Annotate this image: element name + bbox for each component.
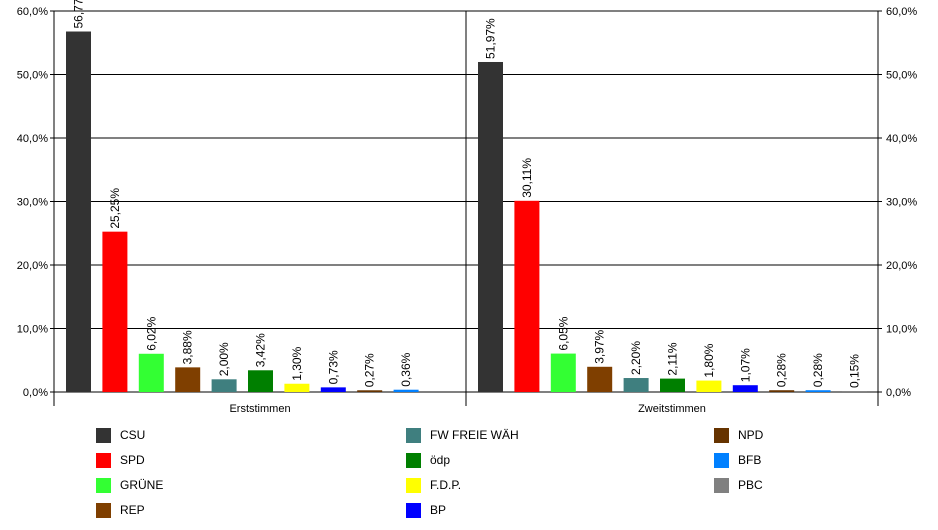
legend-swatch (406, 477, 421, 493)
legend-item: FW FREIE WÄH (406, 426, 519, 444)
data-label: 0,36% (399, 352, 413, 386)
bar (805, 390, 831, 392)
bar (769, 390, 795, 392)
data-label: 51,97% (484, 18, 498, 59)
y-tick-label-left: 10,0% (17, 324, 48, 336)
data-label: 6,02% (144, 316, 158, 350)
legend-swatch (406, 452, 421, 468)
legend-item: ödp (406, 451, 450, 469)
y-tick-label-left: 60,0% (17, 6, 48, 18)
bar (514, 200, 540, 392)
bar (357, 390, 383, 392)
data-label: 2,11% (666, 342, 680, 375)
data-label: 0,15% (848, 354, 862, 388)
bar (248, 370, 273, 392)
data-label: 2,00% (217, 342, 231, 376)
data-label: 1,80% (702, 343, 716, 377)
y-tick-label-left: 0,0% (23, 387, 48, 399)
legend-item: NPD (714, 426, 763, 444)
y-tick-label-right: 30,0% (886, 197, 917, 209)
bar (393, 389, 419, 392)
bar (550, 353, 576, 392)
bar (138, 353, 164, 392)
legend-item: BP (406, 501, 446, 519)
legend-item: REP (96, 501, 145, 519)
bar (102, 231, 128, 392)
legend-label: F.D.P. (430, 478, 462, 492)
x-category-label: Erststimmen (229, 403, 290, 415)
bar (66, 31, 91, 393)
y-tick-label-left: 30,0% (17, 197, 48, 209)
bar (478, 61, 503, 392)
legend-item: CSU (96, 426, 145, 444)
bar (660, 378, 685, 392)
legend-swatch (714, 452, 729, 468)
legend-item: BFB (714, 451, 761, 469)
legend-swatch (714, 477, 729, 493)
legend-swatch (96, 452, 111, 468)
data-label: 0,27% (363, 353, 377, 387)
legend-swatch (406, 502, 421, 518)
legend-swatch (714, 427, 729, 443)
bar (623, 378, 649, 392)
legend-label: PBC (738, 478, 763, 492)
legend-item: F.D.P. (406, 476, 461, 494)
data-label: 2,20% (629, 341, 643, 375)
y-tick-label-right: 20,0% (886, 260, 917, 272)
legend-swatch (96, 502, 111, 518)
data-label: 3,42% (254, 333, 268, 367)
bar (284, 383, 310, 392)
legend-label: FW FREIE WÄH (430, 428, 519, 442)
data-label: 0,28% (775, 353, 789, 387)
legend-item: GRÜNE (96, 476, 163, 494)
legend-label: BFB (738, 453, 762, 467)
data-label: 1,07% (738, 348, 752, 382)
legend-label: NPD (738, 428, 764, 442)
data-label: 0,28% (811, 353, 825, 387)
y-tick-label-right: 60,0% (886, 6, 917, 18)
legend: CSU SPD GRÜNE REP FW FREIE WÄH ödp F.D.P. BP NPD… (96, 426, 896, 526)
data-label: 56,77% (72, 0, 86, 29)
y-tick-label-left: 20,0% (17, 260, 48, 272)
y-tick-label-right: 0,0% (886, 387, 911, 399)
legend-swatch (96, 427, 111, 443)
y-tick-label-left: 40,0% (17, 133, 48, 145)
legend-label: BP (430, 503, 447, 517)
bar (696, 380, 722, 392)
data-label: 6,05% (556, 316, 570, 350)
legend-swatch (406, 427, 421, 443)
y-tick-label-right: 50,0% (886, 70, 917, 82)
bar (587, 366, 613, 392)
legend-swatch (96, 477, 111, 493)
y-tick-label-right: 10,0% (886, 324, 917, 336)
bar (732, 385, 758, 392)
bar (842, 391, 867, 392)
data-label: 1,30% (290, 346, 304, 380)
legend-label: REP (120, 503, 145, 517)
legend-label: CSU (120, 428, 146, 442)
data-label: 25,25% (108, 188, 122, 229)
bar (175, 367, 201, 392)
legend-label: SPD (120, 453, 145, 467)
data-label: 3,97% (593, 329, 607, 363)
y-tick-label-left: 50,0% (17, 70, 48, 82)
y-tick-label-right: 40,0% (886, 133, 917, 145)
legend-item: SPD (96, 451, 145, 469)
legend-item: PBC (714, 476, 763, 494)
legend-label: GRÜNE (120, 478, 164, 492)
data-label: 3,88% (181, 330, 195, 364)
x-category-label: Zweitstimmen (638, 403, 706, 415)
legend-label: ödp (430, 453, 451, 467)
data-label: 0,73% (326, 350, 340, 384)
data-label: 30,11% (520, 158, 534, 198)
bar (320, 387, 346, 392)
bar (211, 379, 237, 392)
bar-chart: 0,0% 0,0% 10,0% 10,0% 20,0% 20,0% 30,0% 30,0% 40… (17, 0, 918, 415)
